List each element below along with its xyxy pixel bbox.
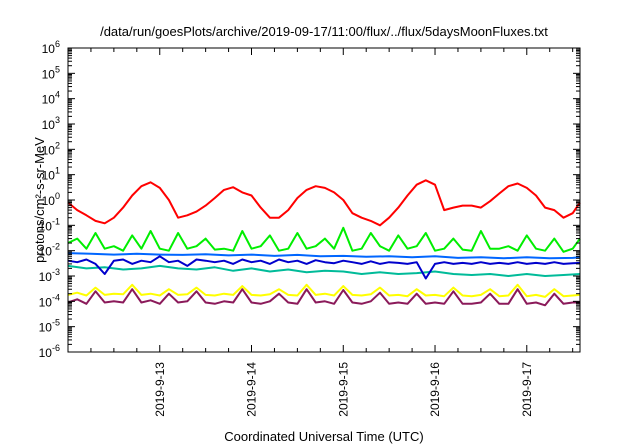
series-layer: [67, 179, 581, 307]
y-tick-label: 10-1: [39, 216, 60, 233]
y-tick-label: 104: [42, 90, 60, 107]
y-tick-label: 105: [42, 64, 60, 81]
y-tick-label: 102: [42, 140, 60, 157]
plot-frame: [67, 47, 581, 353]
series-line-4: [67, 252, 581, 260]
series-line-3: [67, 264, 581, 277]
x-axis-label: Coordinated Universal Time (UTC): [224, 429, 423, 444]
series-line-1: [67, 179, 581, 227]
y-tick-label: 10-6: [39, 343, 60, 360]
y-tick-label: 103: [42, 115, 60, 132]
x-tick-label: 2019-9-16: [428, 362, 442, 417]
chart-title: /data/run/goesPlots/archive/2019-09-17/1…: [100, 24, 548, 39]
y-axis-label: protons/cm²-s-sr-MeV: [32, 137, 47, 263]
axis-layer: 10-6 10-5 10-4 10-3 10-2 10-1 100 101 102 103 104 1…: [39, 39, 580, 417]
y-tick-label: 101: [42, 166, 60, 183]
series-line-5: [67, 255, 581, 280]
series-line-2: [67, 226, 581, 253]
x-tick-label: 2019-9-14: [245, 362, 259, 417]
x-tick-label: 2019-9-13: [153, 362, 167, 417]
x-tick-label: 2019-9-15: [336, 362, 350, 417]
y-tick-label: 10-2: [39, 242, 60, 259]
y-tick-label: 10-5: [39, 318, 60, 335]
y-tick-label: 10-4: [39, 292, 60, 309]
y-tick-label: 100: [42, 191, 60, 208]
series-line-7: [67, 288, 580, 307]
x-tick-label: 2019-9-17: [520, 362, 534, 417]
y-tick-label: 10-3: [39, 267, 60, 284]
y-tick-label: 106: [42, 39, 60, 56]
series-line-6: [67, 283, 581, 298]
